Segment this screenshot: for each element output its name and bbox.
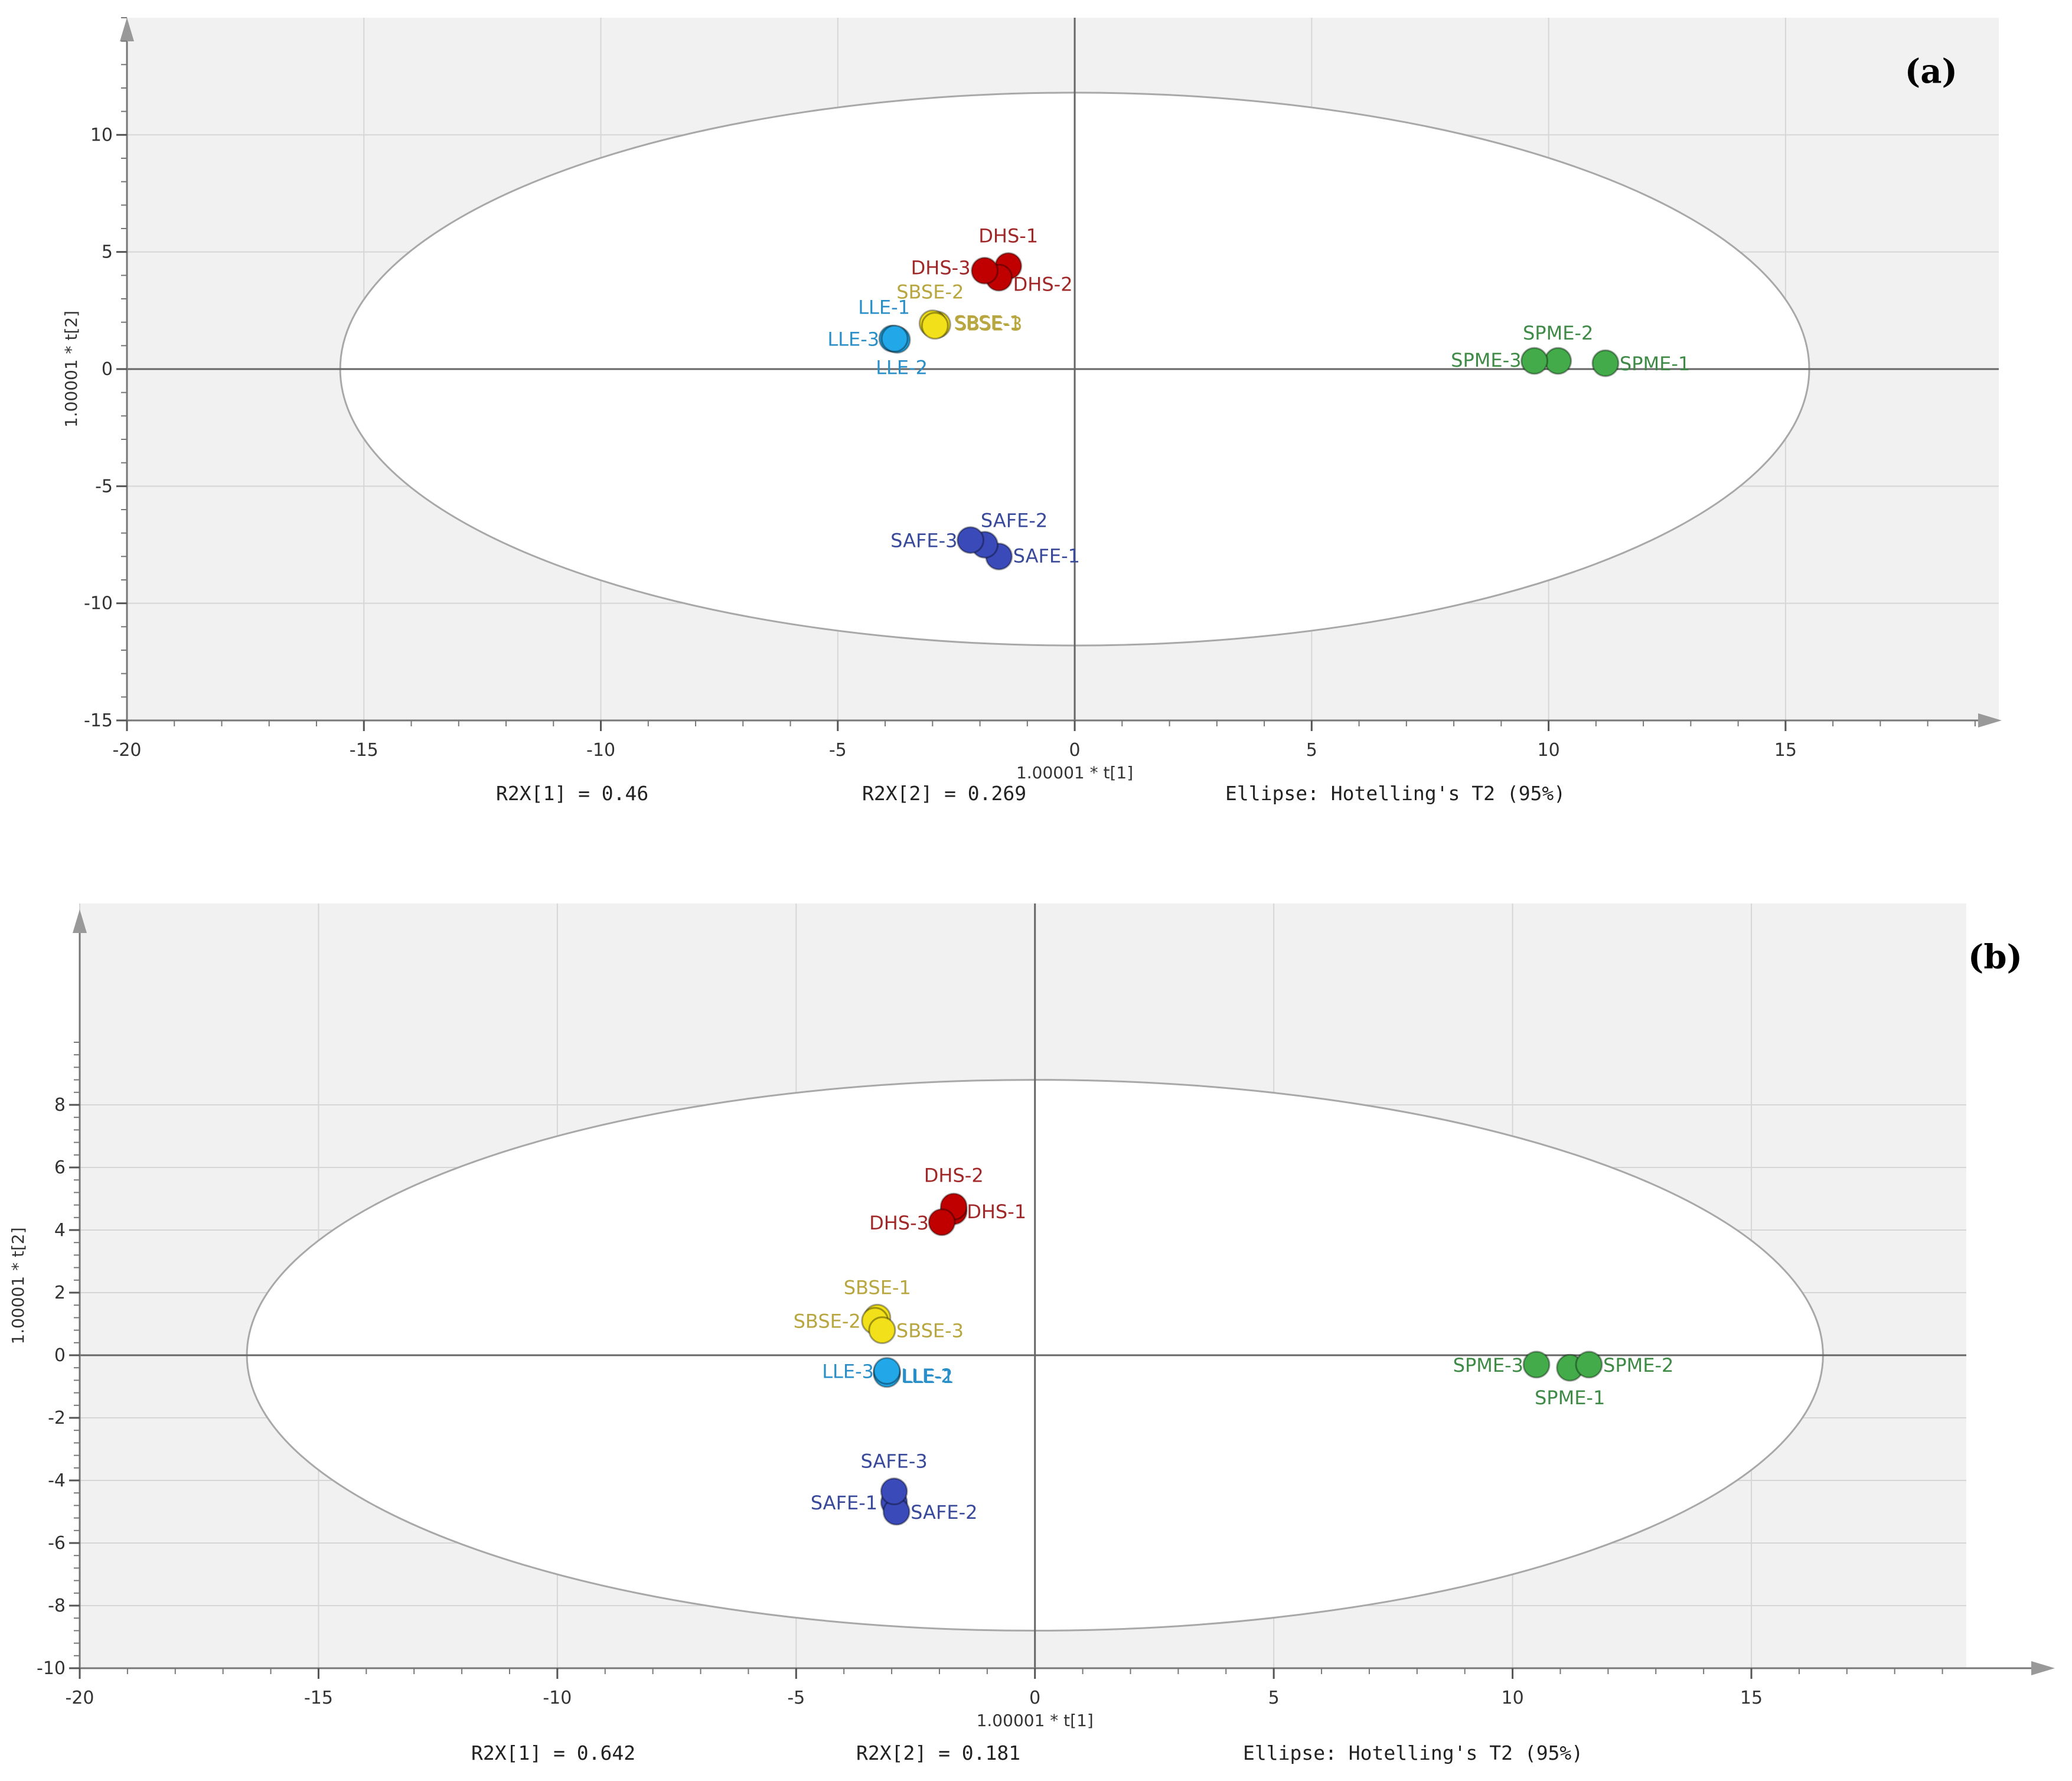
panel-label: (a)	[1905, 52, 1957, 91]
point-spme-3	[1520, 347, 1549, 375]
point-label-lle-2: LLE-2	[876, 356, 928, 379]
x-tick-label: -15	[304, 1688, 333, 1708]
point-label-sbse-3: SBSE-3	[896, 1320, 964, 1342]
point-label-safe-2: SAFE-2	[911, 1501, 977, 1524]
x-axis-title: 1.00001 * t[1]	[1016, 763, 1133, 782]
y-tick-label: -4	[48, 1470, 66, 1491]
point-label-safe-2: SAFE-2	[981, 510, 1048, 532]
x-tick-label: 0	[1029, 1688, 1040, 1708]
point-dhs-3	[928, 1208, 956, 1237]
point-label-spme-1: SPME-1	[1535, 1387, 1605, 1409]
y-axis-title: 1.00001 * t[2]	[61, 311, 81, 428]
point-label-spme-1: SPME-1	[1620, 353, 1690, 375]
point-lle-3	[873, 1357, 901, 1385]
y-tick-label: 6	[54, 1157, 66, 1178]
point-label-dhs-3: DHS-3	[869, 1212, 929, 1234]
point-label-lle-3: LLE-3	[827, 328, 879, 350]
x-tick-label: 0	[1069, 740, 1081, 761]
y-tick-label: 8	[54, 1095, 66, 1115]
y-tick-label: 2	[54, 1283, 66, 1303]
point-label-spme-3: SPME-3	[1451, 349, 1521, 371]
footer-stat-1: R2X[1] = 0.642	[471, 1741, 635, 1764]
point-label-dhs-2: DHS-2	[924, 1164, 984, 1186]
point-label-safe-1: SAFE-1	[1013, 544, 1080, 567]
point-label-dhs-1: DHS-1	[978, 224, 1038, 247]
x-tick-label: -5	[829, 740, 847, 761]
point-label-dhs-2: DHS-2	[1013, 273, 1073, 295]
footer-stat-1: R2X[1] = 0.46	[496, 782, 648, 805]
x-tick-label: 15	[1774, 740, 1797, 761]
y-axis-title: 1.00001 * t[2]	[8, 1227, 28, 1344]
data-points	[878, 252, 1620, 570]
y-tick-label: -5	[95, 476, 113, 497]
score-plot-b: -20 -15 -10 -5 0 5 10 15 -10 -8 -6 -4 -2 0 2 4 6 8 1.00001…	[0, 886, 2072, 1779]
y-tick-label: -10	[37, 1658, 66, 1679]
point-label-lle-1: LLE-1	[858, 296, 910, 318]
point-spme-3	[1522, 1351, 1551, 1379]
point-safe-3	[880, 1477, 908, 1506]
x-axis-title: 1.00001 * t[1]	[977, 1711, 1094, 1730]
y-tick-label: -2	[48, 1408, 66, 1428]
y-tick-label: -15	[84, 710, 113, 731]
footer-stat-2: R2X[2] = 0.181	[856, 1741, 1020, 1764]
point-label-sbse-3: SBSE-3	[955, 313, 1022, 335]
point-label-sbse-2: SBSE-2	[896, 281, 964, 304]
data-points	[861, 1192, 1603, 1526]
point-label-lle-2: LLE-2	[901, 1365, 953, 1387]
point-spme-2	[1575, 1351, 1603, 1379]
score-plot-b-svg: -20 -15 -10 -5 0 5 10 15-10-8-6-4-2024681.00001…	[8, 903, 2055, 1764]
point-label-dhs-1: DHS-1	[967, 1201, 1026, 1223]
point-label-lle-3: LLE-3	[822, 1361, 874, 1383]
point-label-sbse-1: SBSE-1	[954, 312, 1021, 334]
y-tick-label: 4	[54, 1220, 66, 1241]
x-tick-label: 5	[1306, 740, 1317, 761]
y-tick-label: 0	[54, 1345, 66, 1366]
point-dhs-3	[971, 256, 999, 285]
y-axis-arrow	[120, 18, 134, 41]
score-plot-a: -20 -15 -10 -5 0 5 10 15 -15 -10 -5 0 5 10 1.00001 * t…	[0, 0, 2072, 827]
x-tick-label: -10	[543, 1688, 572, 1708]
point-label-sbse-1: SBSE-1	[844, 1276, 911, 1299]
y-tick-label: -6	[48, 1533, 66, 1554]
footer-stat-3: Ellipse: Hotelling's T2 (95%)	[1243, 1741, 1583, 1764]
footer-stat-2: R2X[2] = 0.269	[862, 782, 1026, 805]
point-label-spme-2: SPME-2	[1603, 1354, 1673, 1376]
y-tick-label: 0	[102, 359, 113, 380]
point-labels: DHS-1 DHS-2 DHS-3 SBSE-1 SBSE-2 SBSE-3 LLE-1 LL…	[827, 224, 1690, 567]
point-label-safe-3: SAFE-3	[890, 530, 957, 552]
point-label-dhs-3: DHS-3	[911, 256, 971, 279]
point-label-spme-3: SPME-3	[1453, 1354, 1523, 1376]
y-tick-label: 10	[90, 125, 113, 145]
x-tick-label: -5	[787, 1688, 805, 1708]
point-label-sbse-2: SBSE-2	[794, 1310, 861, 1333]
x-tick-label: -15	[350, 740, 378, 761]
point-lle-3	[880, 324, 909, 353]
x-tick-label: 10	[1538, 740, 1560, 761]
x-tick-label: -20	[66, 1688, 94, 1708]
point-label-safe-1: SAFE-1	[811, 1492, 877, 1514]
point-spme-1	[1591, 349, 1620, 377]
point-label-safe-3: SAFE-3	[860, 1450, 927, 1473]
point-sbse-3	[868, 1316, 896, 1345]
x-axis-arrow	[2031, 1661, 2055, 1675]
y-tick-label: -8	[48, 1596, 66, 1616]
x-tick-label: -20	[113, 740, 142, 761]
point-label-lle-1: LLE-1	[902, 1365, 954, 1388]
footer-stat-3: Ellipse: Hotelling's T2 (95%)	[1225, 782, 1565, 805]
y-axis-arrow	[73, 909, 87, 933]
point-safe-3	[957, 526, 985, 554]
x-tick-label: 15	[1740, 1688, 1763, 1708]
point-spme-2	[1544, 347, 1572, 375]
y-tick-label: -10	[84, 593, 113, 614]
point-label-spme-2: SPME-2	[1523, 322, 1593, 344]
y-tick-label: 5	[102, 242, 113, 263]
x-tick-label: -10	[586, 740, 615, 761]
x-tick-label: 10	[1501, 1688, 1523, 1708]
x-axis-arrow	[1978, 713, 2002, 728]
panel-label: (b)	[1968, 938, 2022, 977]
x-tick-label: 5	[1268, 1688, 1280, 1708]
point-sbse-3	[921, 312, 949, 340]
